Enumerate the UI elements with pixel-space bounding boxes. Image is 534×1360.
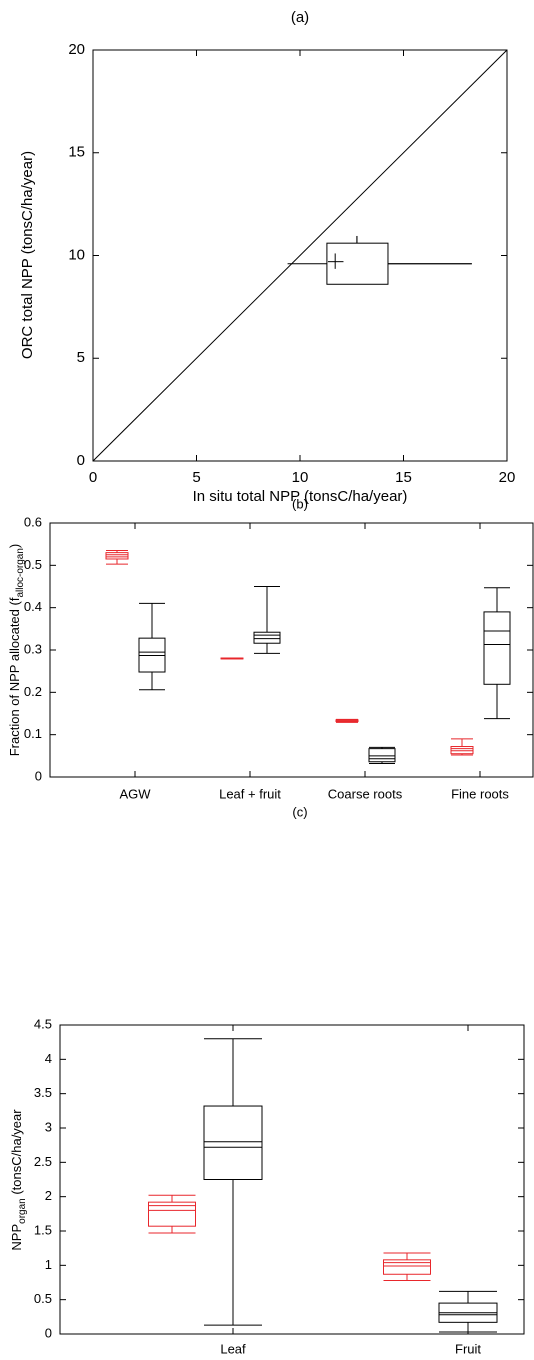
box [450, 746, 474, 755]
y-tick-label: 0.3 [24, 641, 42, 656]
y-axis-label: Fraction of NPP allocated (falloc-organ) [7, 544, 25, 757]
y-tick-label: 1 [45, 1257, 52, 1272]
y-tick-label: 10 [68, 246, 85, 263]
y-tick-label: 15 [68, 144, 85, 161]
y-axis-label-subscript: organ [17, 1198, 28, 1224]
y-axis-label: NPPorgan (tonsC/ha/year [9, 1109, 27, 1251]
x-tick-label: 0 [89, 469, 97, 486]
box [383, 1259, 431, 1275]
box [148, 1201, 196, 1227]
y-tick-label: 0.2 [24, 684, 42, 699]
y-tick-label: 0 [45, 1325, 52, 1340]
y-tick-label: 0.1 [24, 726, 42, 741]
y-tick-label: 2.5 [34, 1154, 52, 1169]
y-tick-label: 3.5 [34, 1085, 52, 1100]
x-tick-label: 10 [292, 469, 309, 486]
x-tick-label: 5 [192, 469, 200, 486]
panel-title: (b) [292, 496, 308, 511]
y-axis-label: ORC total NPP (tonsC/ha/year) [19, 151, 36, 359]
panel-title: (a) [291, 9, 309, 26]
box [326, 242, 389, 285]
x-tick-label: Fruit [455, 1341, 481, 1356]
y-tick-label: 0 [35, 768, 42, 783]
plot-frame [59, 1024, 525, 1335]
y-axis-label-subscript: alloc-organ [15, 548, 26, 597]
y-tick-label: 0.6 [24, 514, 42, 529]
y-tick-label: 4.5 [34, 1016, 52, 1031]
y-tick-label: 4 [45, 1051, 52, 1066]
x-tick-label: Leaf + fruit [219, 786, 281, 801]
y-tick-label: 0.5 [34, 1291, 52, 1306]
one-to-one-line [92, 49, 508, 462]
x-tick-label: 15 [395, 469, 412, 486]
x-tick-label: AGW [119, 786, 151, 801]
y-axis-label-text: Fraction of NPP allocated (f [7, 597, 22, 756]
y-axis-label-text: NPP [9, 1224, 24, 1251]
y-tick-label: 2 [45, 1188, 52, 1203]
y-tick-label: 3 [45, 1119, 52, 1134]
y-tick-label: 1.5 [34, 1222, 52, 1237]
x-axis-label: In situ total NPP (tonsC/ha/year) [193, 488, 408, 505]
x-tick-label: Leaf [220, 1341, 246, 1356]
box [203, 1105, 263, 1180]
box [253, 631, 281, 644]
box [368, 748, 396, 763]
y-tick-label: 5 [77, 349, 85, 366]
y-tick-label: 20 [68, 41, 85, 58]
y-tick-label: 0 [77, 452, 85, 469]
y-tick-label: 0.4 [24, 599, 42, 614]
x-tick-label: Coarse roots [328, 786, 403, 801]
x-tick-label: 20 [499, 469, 516, 486]
box [483, 611, 511, 685]
y-axis-label-end: (tonsC/ha/year [9, 1109, 24, 1199]
panel-title: (c) [292, 804, 307, 819]
y-tick-label: 0.5 [24, 557, 42, 572]
box [105, 552, 129, 560]
x-tick-label: Fine roots [451, 786, 509, 801]
y-axis-label-end: ) [7, 544, 22, 548]
